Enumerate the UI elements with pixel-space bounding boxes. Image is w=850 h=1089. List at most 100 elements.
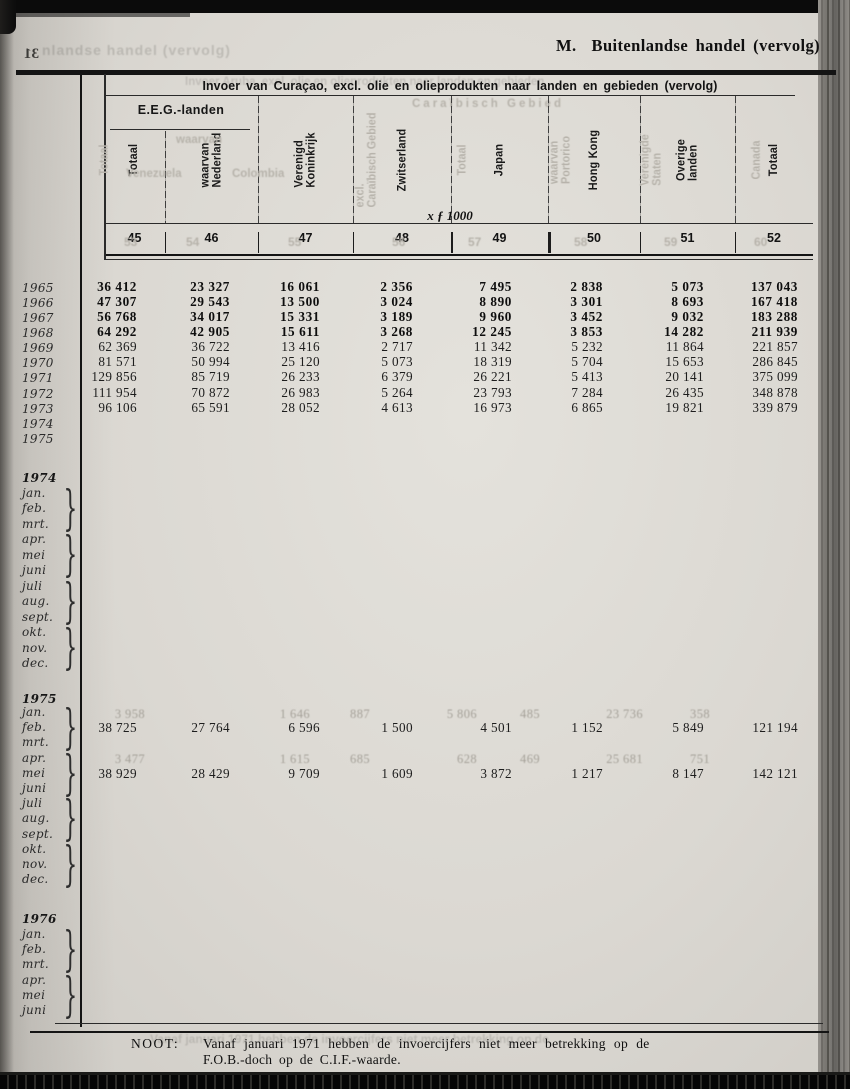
scan-edge-top bbox=[0, 0, 850, 17]
column-number-45: 45 bbox=[127, 231, 142, 245]
cell-1966-col52: 167 418 bbox=[750, 294, 798, 309]
table-row-1969: 62 369 36 722 13 416 2 717 11 342 5 232 11 864… bbox=[83, 340, 813, 355]
bleed-column-header: excl. Caraïbisch Gebied bbox=[345, 100, 387, 220]
cell-1975-m4-col50: 1 217 bbox=[571, 766, 603, 781]
month-label-1975-juli: juli bbox=[22, 796, 43, 810]
section-letter: M. bbox=[556, 36, 577, 55]
month-label-1974-mei: mei bbox=[22, 548, 46, 562]
cell-1971-col49: 26 221 bbox=[473, 369, 512, 384]
cell-1975-m1-col51: 5 849 bbox=[672, 720, 704, 735]
bleed-cell: 887 bbox=[350, 707, 370, 721]
header-divider bbox=[735, 96, 736, 223]
page-header-title: Buitenlandse handel (vervolg) bbox=[591, 36, 820, 55]
bleed-note-text: Vanaf januari 1971 hebben de invoercijfe… bbox=[150, 1032, 549, 1046]
colnum-divider bbox=[735, 232, 736, 253]
head-double-rule-a bbox=[104, 254, 813, 257]
bleed-cell: 485 bbox=[520, 707, 540, 721]
table-row-1970: 81 571 50 994 25 120 5 073 18 319 5 704 15 653… bbox=[83, 355, 813, 370]
column-header-text: Zwitserland bbox=[395, 128, 408, 191]
cell-1971-col52: 375 099 bbox=[752, 369, 798, 384]
cell-1968-col47: 15 611 bbox=[280, 324, 320, 339]
bleed-cell: 751 bbox=[690, 752, 710, 766]
month-label-1974-okt: okt. bbox=[22, 625, 47, 639]
header-divider bbox=[353, 96, 354, 223]
month-label-1974-juli: juli bbox=[22, 579, 43, 593]
month-label-1976-mei: mei bbox=[22, 988, 46, 1002]
cell-1975-m1-col47: 6 596 bbox=[288, 720, 320, 735]
brace-glyph: } bbox=[63, 617, 77, 675]
cell-1971-col51: 20 141 bbox=[665, 369, 704, 384]
cell-1969-col47: 13 416 bbox=[281, 339, 320, 354]
cell-1975-m1-col48: 1 500 bbox=[381, 720, 413, 735]
cell-1972-col48: 5 264 bbox=[381, 385, 413, 400]
cell-1968-col46: 42 905 bbox=[190, 324, 230, 339]
bleed-column-number: 60 bbox=[754, 235, 768, 249]
bleed-page-number: 31 bbox=[24, 46, 39, 62]
bleed-cell: 358 bbox=[690, 707, 710, 721]
table-row-1965: 36 412 23 327 16 061 2 356 7 495 2 838 5 073 13… bbox=[83, 280, 813, 295]
colnum-divider bbox=[353, 232, 354, 253]
cell-1975-m4-col51: 8 147 bbox=[672, 766, 704, 781]
cell-1970-col47: 25 120 bbox=[281, 354, 320, 369]
cell-1973-col50: 6 865 bbox=[571, 400, 603, 415]
year-label-1972: 1972 bbox=[22, 387, 54, 401]
month-label-1974-juni: juni bbox=[22, 563, 47, 577]
bleed-header-text: nlandse handel (vervolg) bbox=[42, 42, 231, 58]
note-line1: Vanaf januari 1971 hebben de invoercijfe… bbox=[203, 1036, 650, 1051]
cell-1975-m4-col52: 142 121 bbox=[752, 766, 798, 781]
cell-1966-col46: 29 543 bbox=[190, 294, 230, 309]
bleed-column-number: 59 bbox=[664, 235, 678, 249]
brace-glyph: } bbox=[63, 788, 77, 846]
month-label-1974-mrt: mrt. bbox=[22, 517, 49, 531]
year-label-1967: 1967 bbox=[22, 311, 54, 325]
bleed-header-label: waarvan bbox=[176, 134, 223, 146]
quarter-brace: } bbox=[60, 479, 80, 535]
year-label-1971: 1971 bbox=[22, 371, 54, 385]
cell-1965-col45: 36 412 bbox=[97, 279, 137, 294]
month-label-1975-okt: okt. bbox=[22, 842, 47, 856]
month-label-1974-aug: aug. bbox=[22, 594, 50, 608]
bleed-cell: 23 736 bbox=[606, 707, 643, 721]
month-label-1975-nov: nov. bbox=[22, 857, 48, 871]
cell-1969-col50: 5 232 bbox=[571, 339, 603, 354]
month-label-1976-apr: apr. bbox=[22, 973, 47, 987]
header-left-border bbox=[104, 74, 106, 259]
year-label-1975: 1975 bbox=[22, 692, 57, 706]
cell-1967-col51: 9 032 bbox=[671, 309, 704, 324]
column-header-text: Verenigd Koninkrijk bbox=[292, 131, 318, 188]
cell-1972-col49: 23 793 bbox=[473, 385, 512, 400]
cell-1967-col52: 183 288 bbox=[750, 309, 798, 324]
unit-rule bbox=[104, 223, 813, 224]
cell-1965-col47: 16 061 bbox=[280, 279, 320, 294]
brace-glyph: } bbox=[63, 965, 77, 1023]
quarter-brace: } bbox=[60, 744, 80, 800]
month-label-1975-dec: dec. bbox=[22, 872, 49, 886]
column-number-46: 46 bbox=[204, 231, 219, 245]
cell-1967-col48: 3 189 bbox=[380, 309, 413, 324]
cell-1967-col45: 56 768 bbox=[97, 309, 137, 324]
colnum-divider bbox=[165, 232, 166, 253]
cell-1972-col46: 70 872 bbox=[191, 385, 230, 400]
cell-1968-col49: 12 245 bbox=[472, 324, 512, 339]
cell-1972-col45: 111 954 bbox=[92, 385, 137, 400]
header-divider bbox=[451, 96, 452, 223]
brace-glyph: } bbox=[63, 919, 77, 977]
table-row-1973: 96 106 65 591 28 052 4 613 16 973 6 865 19 821… bbox=[83, 401, 813, 416]
column-number-49: 49 bbox=[492, 231, 507, 245]
month-label-1974-nov: nov. bbox=[22, 641, 48, 655]
cell-1972-col52: 348 878 bbox=[752, 385, 798, 400]
month-label-1974-feb: feb. bbox=[22, 501, 47, 515]
bleed-cell: 685 bbox=[350, 752, 370, 766]
bleed-column-header-text: Totaal bbox=[98, 144, 111, 176]
bleed-row-1975: 3 958 1 646 887 5 806 485 23 736 358 bbox=[83, 707, 813, 722]
cell-1969-col52: 221 857 bbox=[752, 339, 798, 354]
table-row-1975-q: 38 929 28 429 9 709 1 609 3 872 1 217 8 147 142… bbox=[83, 767, 813, 782]
bleed-region-header: Caraïbisch Gebied bbox=[412, 98, 564, 110]
cell-1970-col51: 15 653 bbox=[665, 354, 704, 369]
quarter-brace: } bbox=[60, 698, 80, 754]
cell-1975-m1-col46: 27 764 bbox=[191, 720, 230, 735]
column-number-50: 50 bbox=[587, 231, 601, 245]
cell-1975-m4-col45: 38 929 bbox=[98, 766, 137, 781]
bleed-column-header-text: Canada bbox=[750, 140, 763, 180]
cell-1966-col49: 8 890 bbox=[479, 294, 512, 309]
